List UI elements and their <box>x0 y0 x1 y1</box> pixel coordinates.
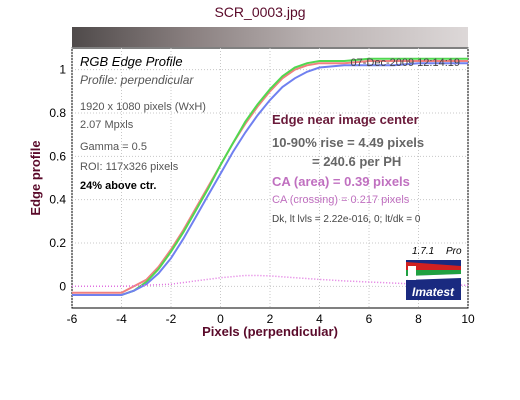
annotation-ca-area: CA (area) = 0.39 pixels <box>272 174 410 189</box>
y-tick-label: 1 <box>59 63 66 77</box>
x-tick-label: 0 <box>217 312 224 326</box>
x-tick-label: 8 <box>415 312 422 326</box>
series-lines <box>72 57 469 296</box>
x-tick-label: -6 <box>67 312 78 326</box>
logo-white-square <box>408 266 416 280</box>
gradient-bar <box>72 27 468 47</box>
y-axis-label: Edge profile <box>28 140 43 215</box>
y-tick-label: 0 <box>59 279 66 293</box>
y-tick-label: 0.4 <box>49 193 66 207</box>
series-line <box>72 60 468 294</box>
logo-version: 1.7.1 <box>412 246 434 257</box>
chart-subtitle: Profile: perpendicular <box>80 73 194 87</box>
series-line <box>72 274 469 288</box>
x-tick-label: -2 <box>166 312 177 326</box>
info-line: 2.07 Mpxls <box>80 119 134 131</box>
y-tick-label: 0.2 <box>49 236 66 250</box>
annotation-heading: Edge near image center <box>272 112 419 127</box>
x-tick-label: 2 <box>267 312 274 326</box>
x-tick-label: 10 <box>461 312 475 326</box>
x-tick-label: 4 <box>316 312 323 326</box>
info-bold: 24% above ctr. <box>80 180 156 192</box>
logo-edition: Pro <box>446 246 462 257</box>
x-tick-label: 6 <box>366 312 373 326</box>
info-line: Gamma = 0.5 <box>80 141 147 153</box>
x-ticks: -6 -4 -2 0 2 4 6 8 10 <box>67 312 475 326</box>
logo-white-band <box>406 274 461 280</box>
chart-title: RGB Edge Profile <box>80 54 183 69</box>
logo-red-band <box>406 262 461 270</box>
y-tick-label: 0.6 <box>49 149 66 163</box>
annotation-dk-line: Dk, lt lvls = 2.22e-016, 0; lt/dk = 0 <box>272 214 421 225</box>
imatest-logo: 1.7.1 Pro Imatest <box>406 246 462 300</box>
series-line <box>72 62 468 296</box>
info-line: 1920 x 1080 pixels (WxH) <box>80 101 206 113</box>
window-title: SCR_0003.jpg <box>214 4 306 20</box>
chart-date: 07-Dec-2009 12:14:19 <box>351 57 460 69</box>
y-tick-label: 0.8 <box>49 106 66 120</box>
y-ticks: 0 0.2 0.4 0.6 0.8 1 <box>49 63 66 294</box>
series-line <box>72 57 468 296</box>
annotation-ca-crossing: CA (crossing) = 0.217 pixels <box>272 194 410 206</box>
logo-text: Imatest <box>412 285 455 299</box>
x-tick-label: -4 <box>116 312 127 326</box>
annotation-rise: 10-90% rise = 4.49 pixels <box>272 135 424 150</box>
info-line: ROI: 117x326 pixels <box>80 161 179 173</box>
x-axis-label: Pixels (perpendicular) <box>202 324 338 339</box>
annotation-per-ph: = 240.6 per PH <box>312 154 401 169</box>
